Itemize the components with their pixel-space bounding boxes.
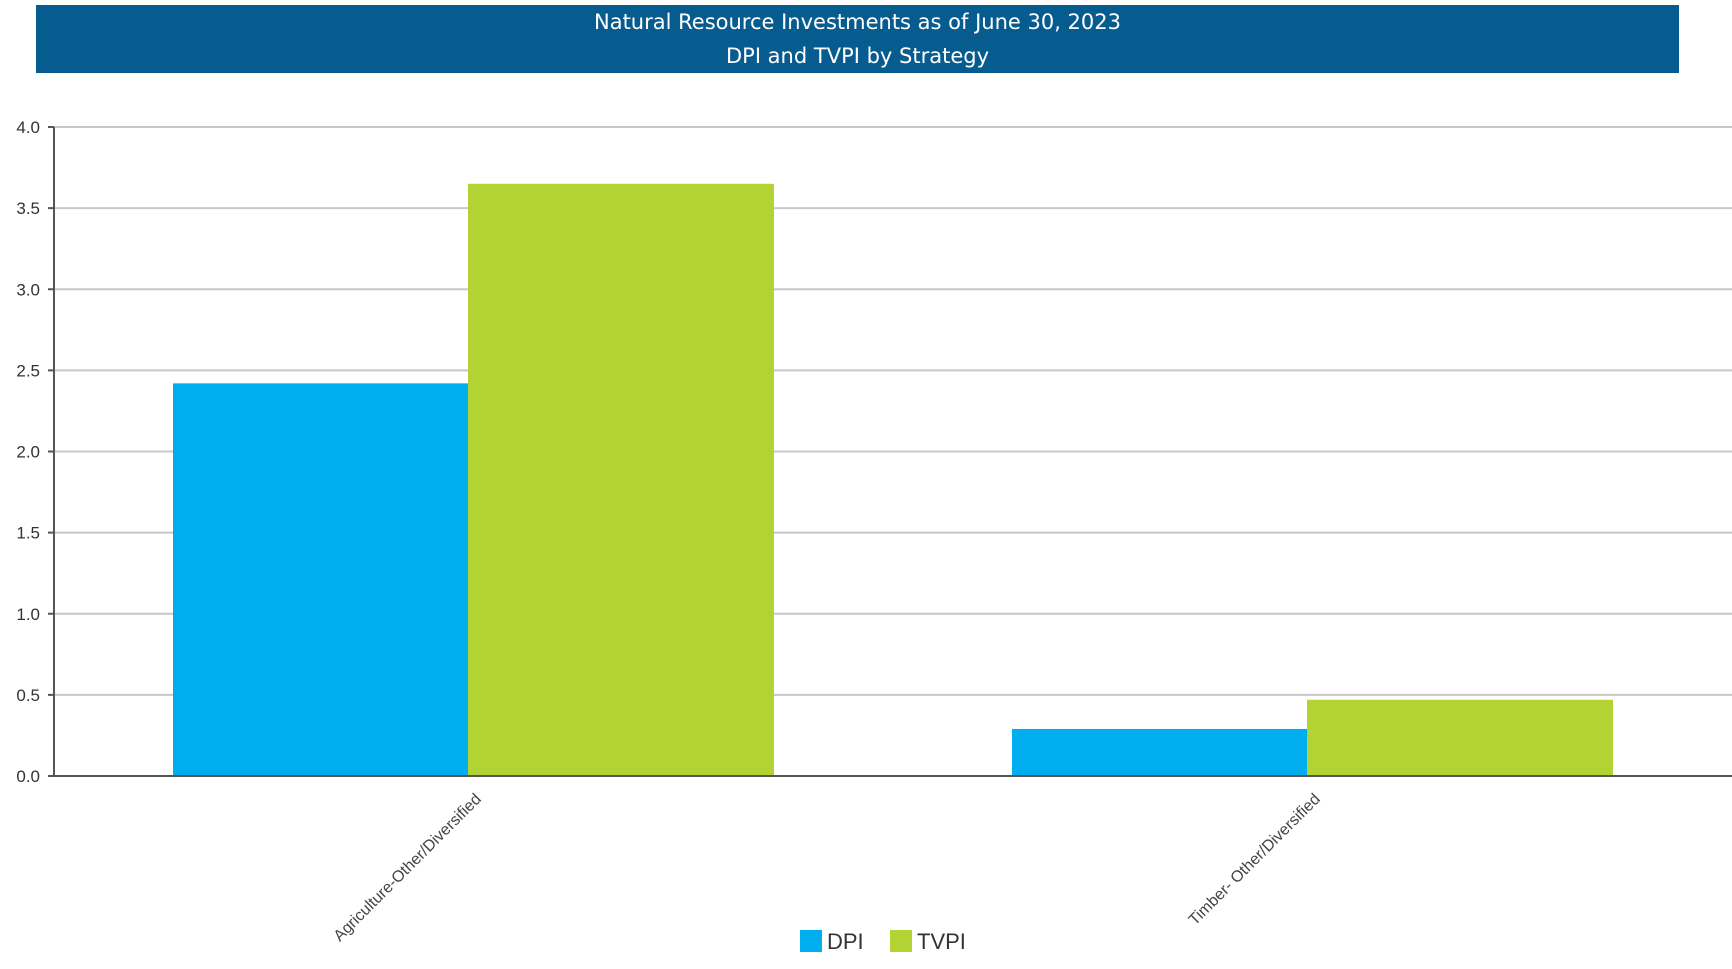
y-tick-label: 3.5 [16,199,40,218]
bar-tvpi-1 [468,183,774,777]
bar-dpi-2 [1012,728,1307,776]
legend-swatch-tvpi [890,930,912,952]
legend-swatch-dpi [800,930,822,952]
x-category-label: Agriculture-Other/Diversified [331,791,485,945]
chart-title: Natural Resource Investments as of June … [594,10,1121,34]
chart-subtitle: DPI and TVPI by Strategy [725,44,990,68]
y-tick-label: 2.5 [16,361,40,380]
x-category-label: Timber- Other/Diversified [1186,791,1324,929]
y-tick-label: 2.0 [16,443,40,462]
y-tick-label: 0.5 [16,686,40,705]
legend-label-tvpi: TVPI [917,929,966,954]
y-tick-label: 3.0 [16,280,40,299]
axes [48,126,1732,777]
legend-label-dpi: DPI [827,929,864,954]
y-tick-label: 1.5 [16,524,40,543]
chart-title-banner: Natural Resource Investments as of June … [36,5,1679,73]
bar-tvpi-2 [1307,699,1613,776]
y-tick-label: 0.0 [16,767,40,786]
bars [173,183,1613,777]
legend: DPI TVPI [800,929,966,954]
y-tick-label: 4.0 [16,118,40,137]
y-tick-label: 1.0 [16,605,40,624]
bar-dpi-1 [173,383,468,776]
